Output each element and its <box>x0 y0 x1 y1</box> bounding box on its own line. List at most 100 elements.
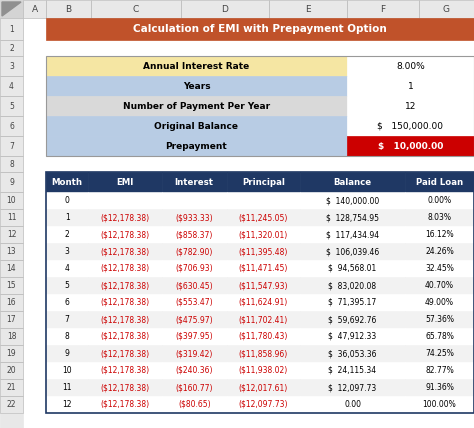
Text: 9: 9 <box>65 349 70 358</box>
Bar <box>405 260 474 277</box>
Text: $   10,000.00: $ 10,000.00 <box>378 142 443 151</box>
Bar <box>0 396 23 413</box>
Bar <box>227 396 300 413</box>
Text: 9: 9 <box>9 178 14 187</box>
Text: $  59,692.76: $ 59,692.76 <box>328 315 377 324</box>
Bar <box>300 226 405 243</box>
Bar <box>300 209 405 226</box>
Bar <box>0 362 23 379</box>
Text: 13: 13 <box>7 247 16 256</box>
Text: 65.78%: 65.78% <box>425 332 454 341</box>
Text: ($12,017.61): ($12,017.61) <box>239 383 288 392</box>
Bar <box>300 277 405 294</box>
Polygon shape <box>2 2 21 16</box>
Text: 4: 4 <box>9 81 14 90</box>
Bar <box>162 328 227 345</box>
Text: $   150,000.00: $ 150,000.00 <box>377 122 444 131</box>
Text: G: G <box>443 5 450 14</box>
Bar <box>162 379 227 396</box>
Text: 8: 8 <box>65 332 70 341</box>
Text: ($12,178.38): ($12,178.38) <box>100 332 150 341</box>
Bar <box>0 40 23 56</box>
Text: 12: 12 <box>7 230 16 239</box>
Text: ($11,702.41): ($11,702.41) <box>239 315 288 324</box>
Bar <box>46 311 88 328</box>
Text: 8.03%: 8.03% <box>428 213 451 222</box>
Bar <box>300 294 405 311</box>
Bar <box>227 192 300 209</box>
Bar <box>162 226 227 243</box>
Bar <box>46 260 88 277</box>
Text: $  94,568.01: $ 94,568.01 <box>328 264 377 273</box>
Text: ($11,858.96): ($11,858.96) <box>239 349 288 358</box>
Text: 7: 7 <box>9 142 14 151</box>
Text: 6: 6 <box>65 298 70 307</box>
Text: 18: 18 <box>7 332 16 341</box>
Text: $  106,039.46: $ 106,039.46 <box>326 247 379 256</box>
Text: $  24,115.34: $ 24,115.34 <box>328 366 376 375</box>
Bar <box>0 136 23 156</box>
Text: Annual Interest Rate: Annual Interest Rate <box>143 62 250 71</box>
Text: B: B <box>65 5 72 14</box>
Bar <box>46 172 88 192</box>
Bar <box>88 209 162 226</box>
Text: E: E <box>305 5 311 14</box>
Bar <box>300 379 405 396</box>
Text: 11: 11 <box>63 383 72 392</box>
Bar <box>405 277 474 294</box>
Bar <box>46 328 88 345</box>
Text: Month: Month <box>52 178 82 187</box>
Bar <box>0 18 23 40</box>
Text: ($319.42): ($319.42) <box>175 349 213 358</box>
Text: 16: 16 <box>7 298 16 307</box>
Text: ($11,624.91): ($11,624.91) <box>239 298 288 307</box>
Bar <box>300 243 405 260</box>
Text: ($12,178.38): ($12,178.38) <box>100 247 150 256</box>
Text: D: D <box>221 5 228 14</box>
Text: 16.12%: 16.12% <box>425 230 454 239</box>
Bar <box>227 260 300 277</box>
Bar <box>405 192 474 209</box>
Bar <box>227 379 300 396</box>
Bar <box>405 226 474 243</box>
Bar <box>0 311 23 328</box>
Text: ($11,938.02): ($11,938.02) <box>239 366 288 375</box>
Text: ($11,471.45): ($11,471.45) <box>238 264 288 273</box>
Text: 15: 15 <box>7 281 16 290</box>
Text: 100.00%: 100.00% <box>423 400 456 409</box>
Text: ($933.33): ($933.33) <box>175 213 213 222</box>
Bar <box>300 260 405 277</box>
Bar <box>162 362 227 379</box>
Bar <box>0 172 23 192</box>
Bar <box>347 76 474 96</box>
Text: 0: 0 <box>65 196 70 205</box>
Bar <box>227 345 300 362</box>
Text: 1: 1 <box>408 81 413 90</box>
Text: ($782.90): ($782.90) <box>175 247 213 256</box>
Text: 10: 10 <box>7 196 16 205</box>
Bar <box>0 243 23 260</box>
Bar <box>88 294 162 311</box>
Text: 8: 8 <box>9 160 14 169</box>
Text: 1: 1 <box>9 24 14 33</box>
Bar <box>162 260 227 277</box>
Text: ($12,178.38): ($12,178.38) <box>100 400 150 409</box>
Text: 12: 12 <box>405 101 416 110</box>
Bar <box>347 56 474 76</box>
Bar <box>0 328 23 345</box>
Bar <box>46 96 347 116</box>
Bar <box>0 0 23 428</box>
Bar <box>46 277 88 294</box>
Text: Paid Loan: Paid Loan <box>416 178 463 187</box>
Bar <box>46 209 88 226</box>
Text: 0.00%: 0.00% <box>428 196 452 205</box>
Bar <box>405 311 474 328</box>
Text: 91.36%: 91.36% <box>425 383 454 392</box>
Text: ($12,178.38): ($12,178.38) <box>100 230 150 239</box>
Text: 74.25%: 74.25% <box>425 349 454 358</box>
Bar <box>405 345 474 362</box>
Text: 4: 4 <box>65 264 70 273</box>
Bar <box>46 0 91 18</box>
Bar <box>88 172 162 192</box>
Text: EMI: EMI <box>117 178 134 187</box>
